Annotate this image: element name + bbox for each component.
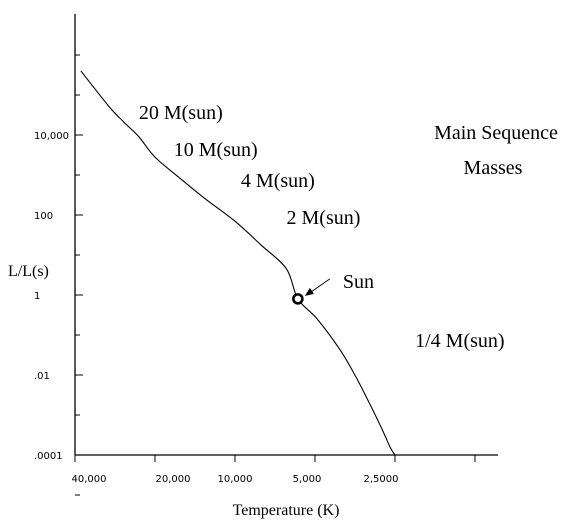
x-tick-label: 2,5000 — [364, 474, 399, 485]
main-sequence-curve — [80, 70, 396, 456]
x-ticks — [74, 455, 476, 462]
y-tick-label: 10,000 — [34, 131, 69, 142]
chart-title-line-1: Main Sequence — [434, 122, 558, 144]
sun-marker — [292, 293, 304, 305]
chart-title-line-2: Masses — [464, 157, 523, 179]
y-tick-label: 100 — [34, 211, 53, 222]
y-tick-label: 1 — [34, 291, 40, 302]
x-axis-title: Temperature (K) — [233, 502, 340, 519]
mass-label: 2 M(sun) — [287, 207, 361, 229]
y-tick-label: .01 — [34, 371, 50, 382]
sun-marker-group: Sun — [292, 271, 374, 305]
x-tick-label: 5,000 — [293, 474, 322, 485]
sun-arrow-head — [304, 287, 314, 296]
y-tick-label: .0001 — [34, 451, 63, 462]
axes — [74, 14, 498, 456]
sun-label: Sun — [343, 271, 374, 293]
x-tick-label: 20,000 — [156, 474, 191, 485]
mass-label: 20 M(sun) — [139, 102, 223, 124]
mass-label: 10 M(sun) — [174, 139, 258, 161]
x-tick-label: 40,000 — [72, 474, 107, 485]
mass-label: 1/4 M(sun) — [415, 330, 504, 352]
y-tick-labels: 10,000 100 1 .01 .0001 — [34, 131, 69, 462]
x-tick-labels: 40,000 20,000 10,000 5,000 2,5000 — [72, 474, 399, 485]
x-tick-label: 10,000 — [218, 474, 253, 485]
mass-annotations: 20 M(sun) 10 M(sun) 4 M(sun) 2 M(sun) 1/4 M(… — [139, 102, 505, 352]
y-axis-title: L/L(s) — [8, 263, 49, 280]
y-ticks — [75, 54, 83, 496]
mass-label: 4 M(sun) — [241, 170, 315, 192]
